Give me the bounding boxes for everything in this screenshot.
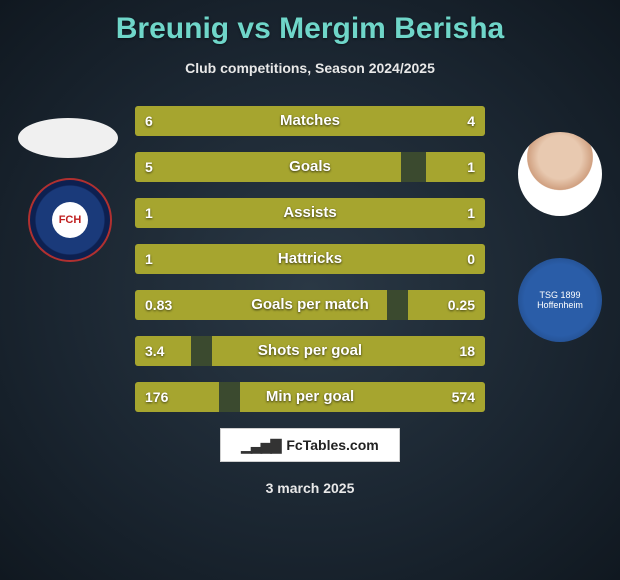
subtitle: Club competitions, Season 2024/2025 bbox=[0, 60, 620, 76]
stat-row: 3.418Shots per goal bbox=[135, 336, 485, 366]
stat-value-right: 18 bbox=[459, 336, 475, 366]
stat-value-left: 6 bbox=[145, 106, 153, 136]
stat-value-right: 0 bbox=[467, 244, 475, 274]
club-logo-left-text: FCH bbox=[52, 202, 88, 238]
stat-value-right: 4 bbox=[467, 106, 475, 136]
stat-row: 176574Min per goal bbox=[135, 382, 485, 412]
bar-right bbox=[310, 198, 485, 228]
stat-value-left: 5 bbox=[145, 152, 153, 182]
stat-value-left: 3.4 bbox=[145, 336, 164, 366]
bar-track bbox=[135, 382, 485, 412]
page-title: Breunig vs Mergim Berisha bbox=[0, 0, 620, 46]
stat-row: 51Goals bbox=[135, 152, 485, 182]
bar-left bbox=[135, 198, 310, 228]
stat-row: 11Assists bbox=[135, 198, 485, 228]
bar-right bbox=[345, 106, 485, 136]
bar-track bbox=[135, 198, 485, 228]
bar-track bbox=[135, 244, 485, 274]
stat-value-left: 1 bbox=[145, 198, 153, 228]
club-logo-right: TSG 1899 Hoffenheim bbox=[518, 258, 602, 342]
chart-icon: ▁▃▅▇ bbox=[241, 437, 280, 454]
bar-right bbox=[212, 336, 485, 366]
bar-track bbox=[135, 336, 485, 366]
stat-value-left: 176 bbox=[145, 382, 168, 412]
date-label: 3 march 2025 bbox=[0, 480, 620, 496]
bar-track bbox=[135, 290, 485, 320]
brand-label: FcTables.com bbox=[286, 437, 378, 453]
club-logo-right-text: TSG 1899 Hoffenheim bbox=[518, 290, 602, 310]
bar-track bbox=[135, 152, 485, 182]
brand-box[interactable]: ▁▃▅▇ FcTables.com bbox=[220, 428, 400, 462]
stat-value-right: 574 bbox=[452, 382, 475, 412]
bar-left bbox=[135, 244, 485, 274]
stat-value-left: 0.83 bbox=[145, 290, 172, 320]
bar-right bbox=[426, 152, 486, 182]
stat-value-right: 0.25 bbox=[448, 290, 475, 320]
stat-row: 0.830.25Goals per match bbox=[135, 290, 485, 320]
club-logo-left: FCH bbox=[28, 178, 112, 262]
stat-row: 64Matches bbox=[135, 106, 485, 136]
stat-value-right: 1 bbox=[467, 152, 475, 182]
stat-value-left: 1 bbox=[145, 244, 153, 274]
player-avatar-right bbox=[518, 132, 602, 216]
bar-left bbox=[135, 106, 345, 136]
bar-left bbox=[135, 290, 387, 320]
stat-value-right: 1 bbox=[467, 198, 475, 228]
bar-right bbox=[240, 382, 485, 412]
stats-container: 64Matches51Goals11Assists10Hattricks0.83… bbox=[135, 106, 485, 412]
bar-left bbox=[135, 152, 401, 182]
stat-row: 10Hattricks bbox=[135, 244, 485, 274]
player-avatar-left bbox=[18, 118, 118, 158]
bar-track bbox=[135, 106, 485, 136]
